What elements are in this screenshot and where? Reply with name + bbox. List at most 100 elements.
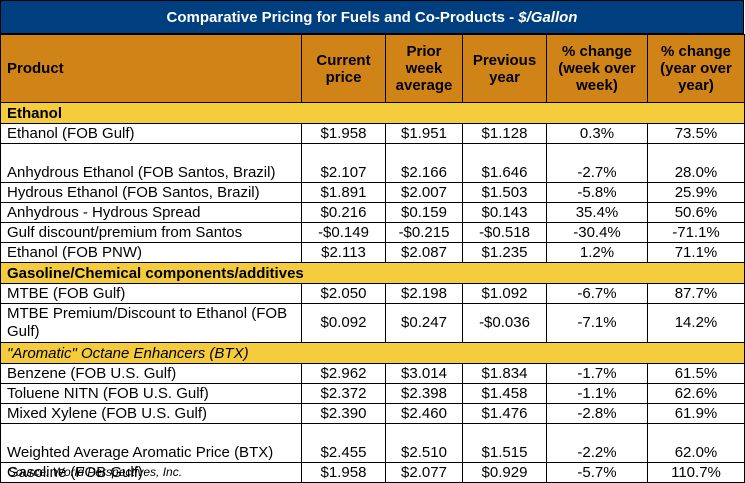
previous-year-cell: -$0.518 <box>462 222 547 243</box>
section-row: Ethanol <box>0 102 745 124</box>
section-label: Gasoline/Chemical components/additives <box>0 262 745 284</box>
prior-week-average-cell: $2.198 <box>385 283 463 304</box>
prior-week-average-cell: $1.951 <box>385 123 463 144</box>
product-name: Mixed Xylene (FOB U.S. Gulf) <box>0 403 302 424</box>
section-label: "Aromatic" Octane Enhancers (BTX) <box>0 342 745 364</box>
product-name: Gasoline (FOB Gulf) <box>0 462 302 483</box>
pct-change-week-cell: -1.1% <box>546 383 648 404</box>
pct-change-year-cell: 28.0% <box>647 143 745 183</box>
pct-change-year-cell: 62.6% <box>647 383 745 404</box>
pct-change-year-cell: 61.5% <box>647 363 745 384</box>
previous-year-cell: $1.476 <box>462 403 547 424</box>
pct-change-year-cell: 73.5% <box>647 123 745 144</box>
current-price-cell: $0.216 <box>301 202 386 223</box>
pct-change-week-cell: -2.2% <box>546 423 648 463</box>
pct-change-year-cell: 71.1% <box>647 242 745 263</box>
section-row: "Aromatic" Octane Enhancers (BTX) <box>0 342 745 364</box>
table-row: Ethanol (FOB PNW) $2.113 $2.087 $1.235 1.2% 7… <box>0 242 745 263</box>
previous-year-cell: $1.515 <box>462 423 547 463</box>
current-price-cell: $2.372 <box>301 383 386 404</box>
current-price-cell: -$0.149 <box>301 222 386 243</box>
product-name: Ethanol (FOB PNW) <box>0 242 302 263</box>
product-name: Toluene NITN (FOB U.S. Gulf) <box>0 383 302 404</box>
table-row: Ethanol (FOB Gulf) $1.958 $1.951 $1.128 0.3%… <box>0 123 745 144</box>
current-price-cell: $1.958 <box>301 123 386 144</box>
section-label: Ethanol <box>0 102 745 124</box>
col-header-product: Product <box>0 34 302 103</box>
prior-week-average-cell: $2.007 <box>385 182 463 203</box>
pct-change-year-cell: 25.9% <box>647 182 745 203</box>
pct-change-week-cell: -5.8% <box>546 182 648 203</box>
previous-year-cell: $1.458 <box>462 383 547 404</box>
previous-year-cell: $1.092 <box>462 283 547 304</box>
previous-year-cell: $1.834 <box>462 363 547 384</box>
table-row: MTBE (FOB Gulf) $2.050 $2.198 $1.092 -6.7% 87… <box>0 283 745 304</box>
current-price-cell: $2.962 <box>301 363 386 384</box>
pct-change-week-cell: 35.4% <box>546 202 648 223</box>
table-row: Gasoline (FOB Gulf) $1.958 $2.077 $0.929 -5.… <box>0 462 745 483</box>
col-header-current-price: Current price <box>301 34 386 103</box>
pct-change-week-cell: -1.7% <box>546 363 648 384</box>
table-title: Comparative Pricing for Fuels and Co-Pro… <box>0 0 744 34</box>
current-price-cell: $1.891 <box>301 182 386 203</box>
product-name: Anhydrous - Hydrous Spread <box>0 202 302 223</box>
prior-week-average-cell: -$0.215 <box>385 222 463 243</box>
prior-week-average-cell: $2.166 <box>385 143 463 183</box>
pct-change-week-cell: -30.4% <box>546 222 648 243</box>
pct-change-year-cell: -71.1% <box>647 222 745 243</box>
product-name: Weighted Average Aromatic Price (BTX) <box>0 423 302 463</box>
col-header-pct-change-week: % change (week over week) <box>546 34 648 103</box>
source-note: Source: World Perspectives, Inc. <box>8 465 183 479</box>
current-price-cell: $2.455 <box>301 423 386 463</box>
pct-change-year-cell: 87.7% <box>647 283 745 304</box>
prior-week-average-cell: $3.014 <box>385 363 463 384</box>
prior-week-average-cell: $2.510 <box>385 423 463 463</box>
pct-change-year-cell: 14.2% <box>647 303 745 343</box>
table-row: Anhydrous - Hydrous Spread $0.216 $0.159 $0… <box>0 202 745 223</box>
previous-year-cell: $1.503 <box>462 182 547 203</box>
previous-year-cell: $0.143 <box>462 202 547 223</box>
col-header-previous-year: Previous year <box>462 34 547 103</box>
pct-change-week-cell: -2.8% <box>546 403 648 424</box>
pct-change-year-cell: 62.0% <box>647 423 745 463</box>
table-row: Mixed Xylene (FOB U.S. Gulf) $2.390 $2.460… <box>0 403 745 424</box>
current-price-cell: $2.050 <box>301 283 386 304</box>
pct-change-week-cell: -6.7% <box>546 283 648 304</box>
header-row: Product Current price Prior week average… <box>0 34 745 103</box>
product-name: Anhydrous Ethanol (FOB Santos, Brazil) <box>0 143 302 183</box>
prior-week-average-cell: $2.077 <box>385 462 463 483</box>
table-row: Weighted Average Aromatic Price (BTX) $2.… <box>0 423 745 463</box>
section-row: Gasoline/Chemical components/additives <box>0 262 745 284</box>
table-row: Anhydrous Ethanol (FOB Santos, Brazil) $2… <box>0 143 745 183</box>
current-price-cell: $2.390 <box>301 403 386 424</box>
pricing-table: Product Current price Prior week average… <box>0 34 745 483</box>
table-row: MTBE Premium/Discount to Ethanol (FOB Gu… <box>0 303 745 343</box>
current-price-cell: $0.092 <box>301 303 386 343</box>
col-header-prior-week-average: Prior week average <box>385 34 463 103</box>
col-header-pct-change-year: % change (year over year) <box>647 34 745 103</box>
product-name: MTBE (FOB Gulf) <box>0 283 302 304</box>
previous-year-cell: -$0.036 <box>462 303 547 343</box>
previous-year-cell: $1.235 <box>462 242 547 263</box>
prior-week-average-cell: $2.460 <box>385 403 463 424</box>
pct-change-week-cell: 0.3% <box>546 123 648 144</box>
product-name: Hydrous Ethanol (FOB Santos, Brazil) <box>0 182 302 203</box>
table-row: Benzene (FOB U.S. Gulf) $2.962 $3.014 $1.83… <box>0 363 745 384</box>
prior-week-average-cell: $0.159 <box>385 202 463 223</box>
previous-year-cell: $1.646 <box>462 143 547 183</box>
previous-year-cell: $1.128 <box>462 123 547 144</box>
title-unit: $/Gallon <box>518 9 578 26</box>
current-price-cell: $1.958 <box>301 462 386 483</box>
table-row: Toluene NITN (FOB U.S. Gulf) $2.372 $2.398… <box>0 383 745 404</box>
pct-change-week-cell: -5.7% <box>546 462 648 483</box>
pct-change-year-cell: 61.9% <box>647 403 745 424</box>
product-name: MTBE Premium/Discount to Ethanol (FOB Gu… <box>0 303 302 343</box>
product-name: Gulf discount/premium from Santos <box>0 222 302 243</box>
table-row: Hydrous Ethanol (FOB Santos, Brazil) $1.8… <box>0 182 745 203</box>
pct-change-week-cell: -7.1% <box>546 303 648 343</box>
prior-week-average-cell: $0.247 <box>385 303 463 343</box>
title-text: Comparative Pricing for Fuels and Co-Pro… <box>166 9 519 26</box>
previous-year-cell: $0.929 <box>462 462 547 483</box>
table-row: Gulf discount/premium from Santos -$0.149… <box>0 222 745 243</box>
pct-change-week-cell: -2.7% <box>546 143 648 183</box>
